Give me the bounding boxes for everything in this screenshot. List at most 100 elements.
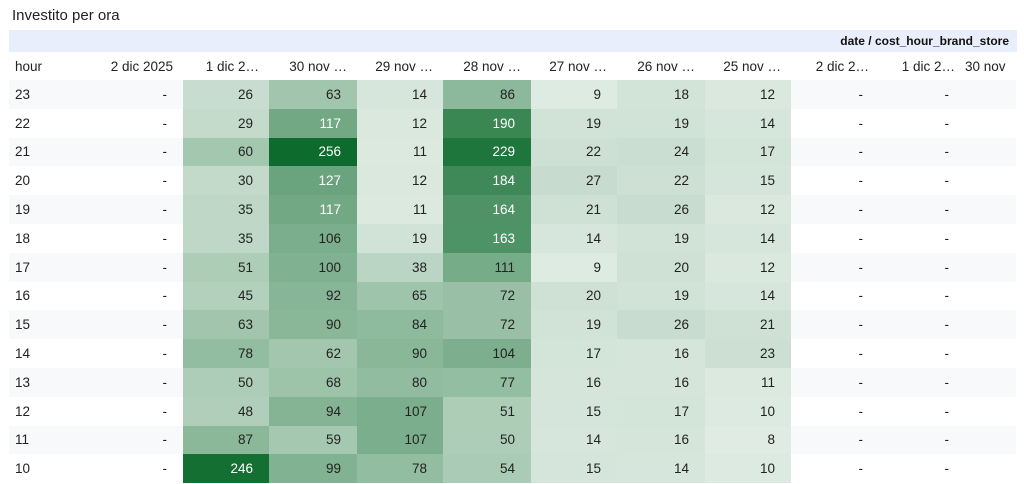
table-cell: 51 — [183, 252, 269, 282]
table-cell: 17 — [617, 396, 705, 426]
table-row: 17-51 100 38 111 9 20 12- - — [9, 252, 1016, 282]
table-cell: 80 — [357, 367, 443, 397]
table-cell: - — [879, 310, 965, 340]
table-row: 22-29 117 12 190 19 19 14- - — [9, 108, 1016, 138]
column-header[interactable]: 27 nov … — [549, 58, 607, 74]
table-cell: 21 — [531, 195, 617, 224]
table-cell: 246 — [183, 454, 269, 484]
table-cell: 72 — [443, 281, 531, 311]
table-cell: - — [858, 288, 864, 304]
table-cell: 63 — [269, 80, 357, 109]
row-label: 17 — [9, 252, 95, 282]
dimension-label: date / cost_hour_brand_store — [840, 34, 1009, 48]
table-cell: 190 — [443, 108, 531, 138]
row-label: 19 — [9, 195, 95, 224]
table-row: 18-35 106 19 163 14 19 14- - — [9, 223, 1016, 253]
table-cell: 29 — [183, 108, 269, 138]
table-cell: 117 — [269, 108, 357, 138]
table-cell: - — [944, 403, 950, 419]
table-cell: - — [944, 173, 950, 189]
table-cell: 256 — [269, 137, 357, 167]
table-row: 23-26 63 14 86 9 18 12- - — [9, 80, 1016, 109]
table-cell — [965, 195, 1016, 224]
table-cell: 9 — [531, 252, 617, 282]
column-header[interactable]: 1 dic 2… — [205, 58, 259, 74]
table-cell: - — [791, 252, 879, 282]
table-cell: - — [791, 80, 879, 109]
table-cell: 63 — [183, 310, 269, 340]
table-cell: 14 — [531, 425, 617, 455]
table-cell: 26 — [183, 80, 269, 109]
table-cell: 50 — [183, 367, 269, 397]
table-cell: 27 — [531, 166, 617, 196]
column-header[interactable]: 2 dic 2… — [815, 58, 869, 74]
table-cell — [965, 166, 1016, 195]
table-cell: 15 — [705, 166, 791, 196]
table-cell: 17 — [531, 339, 617, 368]
table-cell — [965, 80, 1016, 109]
table-cell: 14 — [705, 223, 791, 253]
table-cell: 8 — [705, 425, 791, 455]
row-label: 10 — [15, 461, 31, 477]
column-header[interactable]: 26 nov … — [637, 58, 695, 74]
table-cell: 19 — [531, 108, 617, 138]
table-cell — [965, 425, 1016, 455]
table-cell: 19 — [617, 108, 705, 138]
table-cell: - — [858, 230, 864, 246]
table-cell: 87 — [183, 425, 269, 455]
table-cell: 38 — [357, 252, 443, 282]
column-header[interactable]: 2 dic 2025 — [110, 58, 173, 74]
table-cell: 12 — [705, 252, 791, 282]
table-cell — [965, 339, 1016, 368]
row-label: 21 — [9, 137, 95, 167]
table-cell: - — [944, 346, 950, 362]
table-cell: - — [879, 195, 965, 224]
column-header[interactable]: 25 nov … — [723, 58, 781, 74]
table-cell: 117 — [269, 195, 357, 224]
table-cell: - — [858, 403, 864, 419]
table-cell: - — [95, 80, 183, 109]
table-cell: - — [858, 115, 864, 131]
table-cell: 54 — [443, 454, 531, 484]
column-header[interactable]: 28 nov … — [463, 58, 521, 74]
table-cell: - — [162, 288, 168, 304]
table-cell: 22 — [531, 137, 617, 167]
row-label: 22 — [15, 115, 31, 131]
column-header[interactable]: 30 nov … — [289, 58, 347, 74]
column-header[interactable]: 30 nov — [965, 58, 1006, 74]
table-cell: 26 — [617, 195, 705, 224]
table-cell: 35 — [183, 195, 269, 224]
table-cell: 11 — [357, 195, 443, 224]
table-cell — [965, 454, 1016, 483]
table-cell: 23 — [705, 339, 791, 368]
table-cell: 11 — [705, 367, 791, 397]
chart-title: Investito per ora — [12, 7, 120, 24]
table-cell: 111 — [443, 252, 531, 282]
table-cell: 18 — [617, 80, 705, 109]
table-cell: 14 — [705, 281, 791, 311]
table-cell: - — [858, 173, 864, 189]
table-cell: - — [162, 115, 168, 131]
row-label: 16 — [15, 288, 31, 304]
table-cell: 22 — [617, 166, 705, 196]
table-row: 12-48 94 107 51 15 17 10- - — [9, 396, 1016, 426]
row-header-hour[interactable]: hour — [15, 58, 43, 74]
table-row: 21-60 256 11 229 22 24 17- - — [9, 137, 1016, 167]
table-row: 16-45 92 65 72 20 19 14- - — [9, 281, 1016, 311]
table-row: 14-78 62 90 104 17 16 23- - — [9, 339, 1016, 368]
table-cell: 107 — [357, 396, 443, 426]
table-cell: 35 — [183, 223, 269, 253]
table-cell: 19 — [531, 310, 617, 340]
table-cell: 20 — [531, 281, 617, 311]
table-cell: 78 — [183, 339, 269, 368]
row-label: 18 — [15, 230, 31, 246]
table-cell: 16 — [617, 339, 705, 368]
table-cell: - — [791, 310, 879, 340]
column-header[interactable]: 1 dic 2… — [901, 58, 955, 74]
table-cell: - — [95, 252, 183, 282]
column-header[interactable]: 29 nov … — [375, 58, 433, 74]
table-cell: 16 — [617, 425, 705, 455]
table-cell: 14 — [705, 108, 791, 138]
table-cell: 15 — [531, 396, 617, 426]
table-cell: - — [162, 173, 168, 189]
